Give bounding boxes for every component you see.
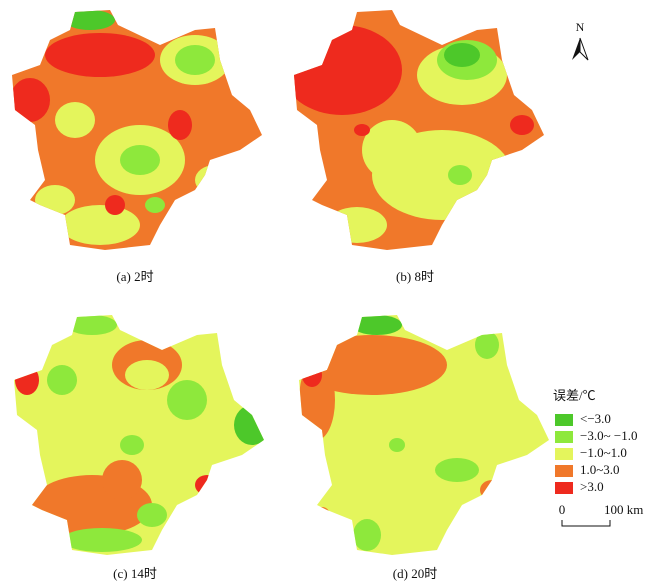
panel-caption: (c) 14时 (113, 566, 157, 581)
legend-swatch (555, 431, 573, 443)
north-arrow-right (579, 37, 589, 61)
panel-caption: (b) 8时 (396, 269, 434, 284)
legend-title: 误差/℃ (553, 388, 596, 403)
map-panel (14, 315, 264, 555)
scale-start: 0 (559, 502, 566, 517)
legend-label: −3.0~ −1.0 (580, 428, 637, 443)
map-panel (299, 315, 549, 555)
scale-end: 100 km (604, 502, 643, 517)
scale-line (561, 520, 611, 527)
panel-caption: (d) 20时 (393, 566, 437, 581)
north-label: N (576, 20, 585, 34)
legend-swatch (555, 465, 573, 477)
legend-label: −1.0~1.0 (580, 445, 627, 460)
scale-bar: 0 100 km (559, 502, 643, 527)
map-panel (12, 10, 262, 250)
north-arrow: N (572, 20, 589, 61)
legend-label: >3.0 (580, 479, 604, 494)
panel-caption: (a) 2时 (116, 269, 153, 284)
legend-label: <−3.0 (580, 411, 611, 426)
legend-swatch (555, 448, 573, 460)
legend-swatch (555, 414, 573, 426)
legend: <−3.0 −3.0~ −1.0 −1.0~1.0 1.0~3.0 >3.0 (555, 411, 637, 494)
north-arrow-left (572, 38, 580, 60)
map-panel (294, 10, 544, 250)
legend-label: 1.0~3.0 (580, 462, 620, 477)
legend-swatch (555, 482, 573, 494)
